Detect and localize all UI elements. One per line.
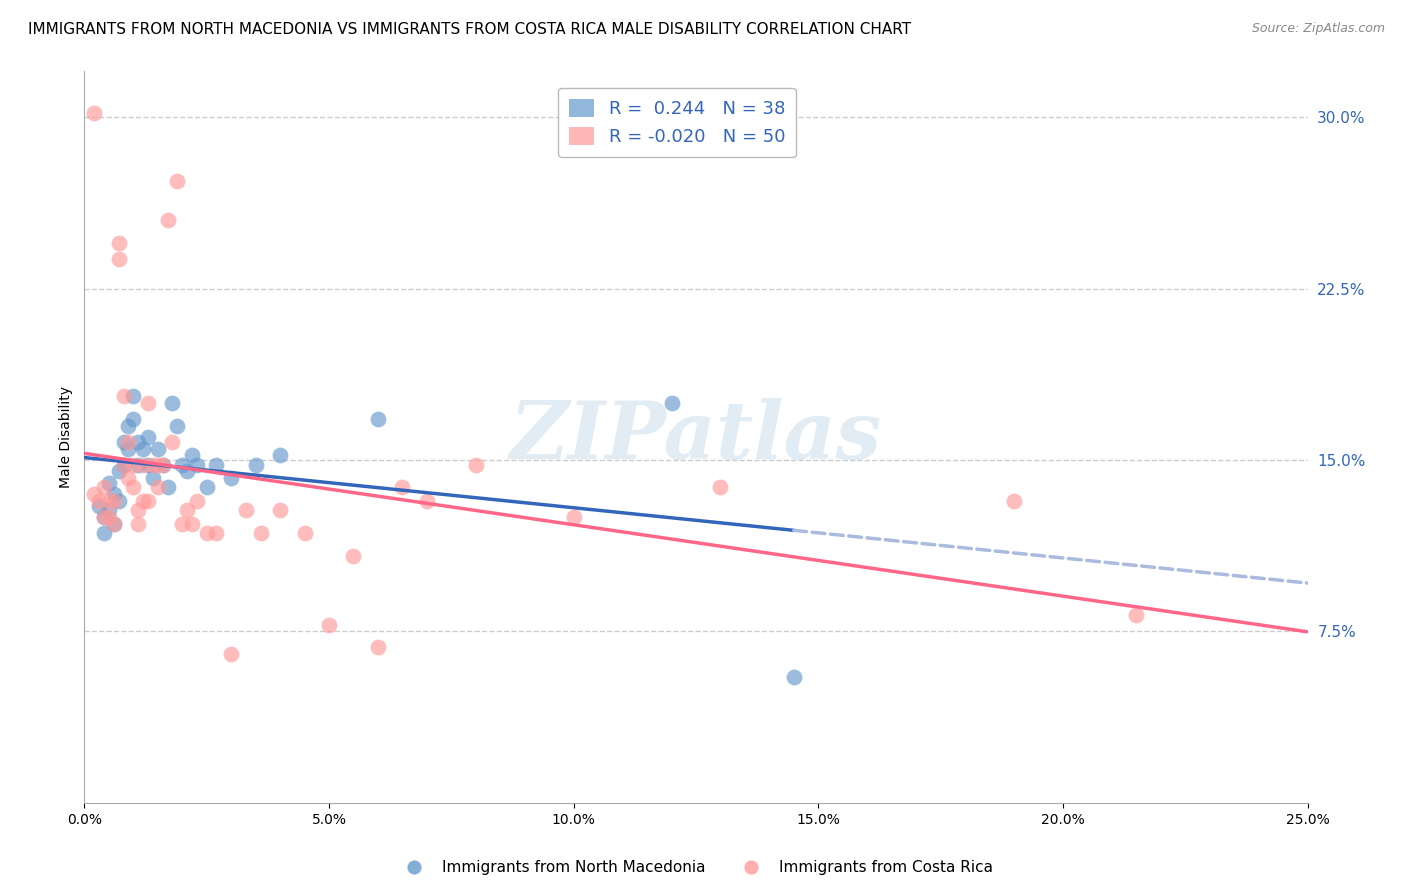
Point <box>162 396 184 410</box>
Point <box>391 480 413 494</box>
Point <box>152 458 174 472</box>
Point <box>83 105 105 120</box>
Point <box>127 434 149 449</box>
Point <box>132 494 155 508</box>
Point <box>112 389 135 403</box>
Point <box>93 526 115 541</box>
Point <box>117 434 139 449</box>
Point <box>162 434 184 449</box>
Point <box>205 526 228 541</box>
Point <box>97 510 120 524</box>
Point <box>166 418 188 433</box>
Point <box>195 480 218 494</box>
Point <box>416 494 439 508</box>
Point <box>146 480 169 494</box>
Point <box>103 494 125 508</box>
Point <box>367 640 389 655</box>
Point <box>146 442 169 456</box>
Point <box>186 494 208 508</box>
Point <box>112 434 135 449</box>
Point <box>136 396 159 410</box>
Point <box>235 503 257 517</box>
Point <box>166 174 188 188</box>
Point <box>122 412 145 426</box>
Point <box>117 418 139 433</box>
Point <box>172 458 194 472</box>
Point <box>249 526 271 541</box>
Point <box>97 494 120 508</box>
Point <box>93 510 115 524</box>
Point <box>142 471 165 485</box>
Point <box>136 458 159 472</box>
Point <box>186 458 208 472</box>
Point <box>146 458 169 472</box>
Text: Source: ZipAtlas.com: Source: ZipAtlas.com <box>1251 22 1385 36</box>
Point <box>93 510 115 524</box>
Point <box>87 494 110 508</box>
Point <box>245 458 267 472</box>
Point <box>269 503 291 517</box>
Point <box>87 499 110 513</box>
Point <box>136 494 159 508</box>
Point <box>136 430 159 444</box>
Point <box>181 516 204 531</box>
Legend: Immigrants from North Macedonia, Immigrants from Costa Rica: Immigrants from North Macedonia, Immigra… <box>394 855 998 881</box>
Point <box>176 464 198 478</box>
Point <box>156 480 179 494</box>
Point <box>122 480 145 494</box>
Point <box>1002 494 1025 508</box>
Point <box>562 510 585 524</box>
Point <box>83 487 105 501</box>
Point <box>156 213 179 227</box>
Point <box>127 516 149 531</box>
Point <box>107 494 129 508</box>
Point <box>172 516 194 531</box>
Point <box>661 396 683 410</box>
Point <box>152 458 174 472</box>
Point <box>107 235 129 250</box>
Point <box>112 458 135 472</box>
Point <box>181 449 204 463</box>
Point <box>318 617 340 632</box>
Point <box>176 503 198 517</box>
Point <box>112 458 135 472</box>
Point <box>132 442 155 456</box>
Point <box>117 442 139 456</box>
Point <box>107 464 129 478</box>
Text: IMMIGRANTS FROM NORTH MACEDONIA VS IMMIGRANTS FROM COSTA RICA MALE DISABILITY CO: IMMIGRANTS FROM NORTH MACEDONIA VS IMMIG… <box>28 22 911 37</box>
Point <box>205 458 228 472</box>
Point <box>294 526 316 541</box>
Point <box>219 471 242 485</box>
Point <box>195 526 218 541</box>
Point <box>122 389 145 403</box>
Point <box>127 458 149 472</box>
Point <box>219 647 242 661</box>
Point <box>103 516 125 531</box>
Point <box>464 458 486 472</box>
Point <box>709 480 731 494</box>
Point <box>122 458 145 472</box>
Point <box>103 487 125 501</box>
Point <box>783 670 806 684</box>
Point <box>127 503 149 517</box>
Point <box>132 458 155 472</box>
Point <box>1125 608 1147 623</box>
Point <box>103 516 125 531</box>
Point <box>367 412 389 426</box>
Text: ZIPatlas: ZIPatlas <box>510 399 882 475</box>
Point <box>142 458 165 472</box>
Point <box>97 475 120 490</box>
Point <box>93 480 115 494</box>
Point <box>269 449 291 463</box>
Point <box>117 471 139 485</box>
Point <box>97 503 120 517</box>
Y-axis label: Male Disability: Male Disability <box>59 386 73 488</box>
Point <box>107 252 129 266</box>
Point <box>342 549 364 563</box>
